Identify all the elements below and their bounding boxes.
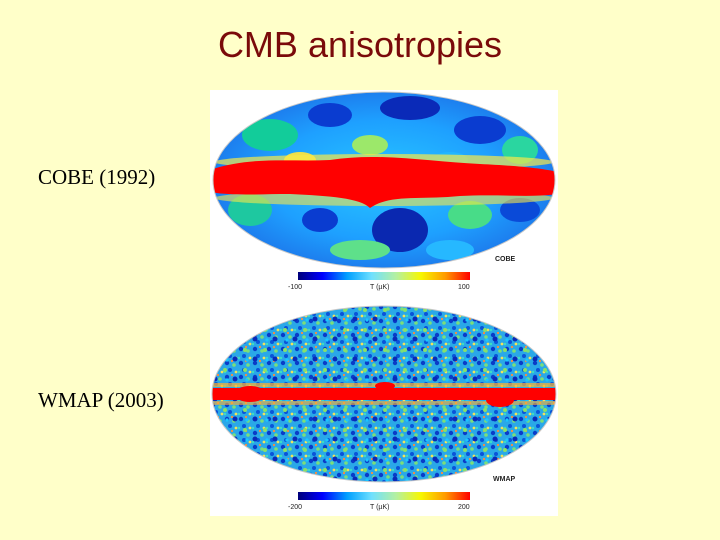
- cobe-colorbar-min: -100: [288, 284, 303, 291]
- wmap-colorbar: [298, 492, 470, 500]
- cobe-colorbar-unit: T (µK): [370, 284, 390, 291]
- wmap-colorbar-min: -200: [288, 504, 303, 511]
- cobe-colorbar-max: 100: [458, 284, 470, 291]
- wmap-colorbar-unit: T (µK): [370, 504, 390, 511]
- slide-title: CMB anisotropies: [217, 24, 503, 65]
- cobe-label: COBE (1992): [38, 165, 156, 189]
- wmap-sky-map: [211, 305, 557, 483]
- wmap-mission-tag: WMAP: [493, 476, 516, 483]
- cmb-figure: -100 T (µK) 100 COBE: [210, 90, 558, 516]
- wmap-colorbar-max: 200: [458, 504, 470, 511]
- wmap-label: WMAP (2003): [38, 388, 164, 412]
- cobe-sky-map: [212, 91, 556, 269]
- cobe-colorbar: [298, 272, 470, 280]
- cobe-mission-tag: COBE: [495, 256, 516, 263]
